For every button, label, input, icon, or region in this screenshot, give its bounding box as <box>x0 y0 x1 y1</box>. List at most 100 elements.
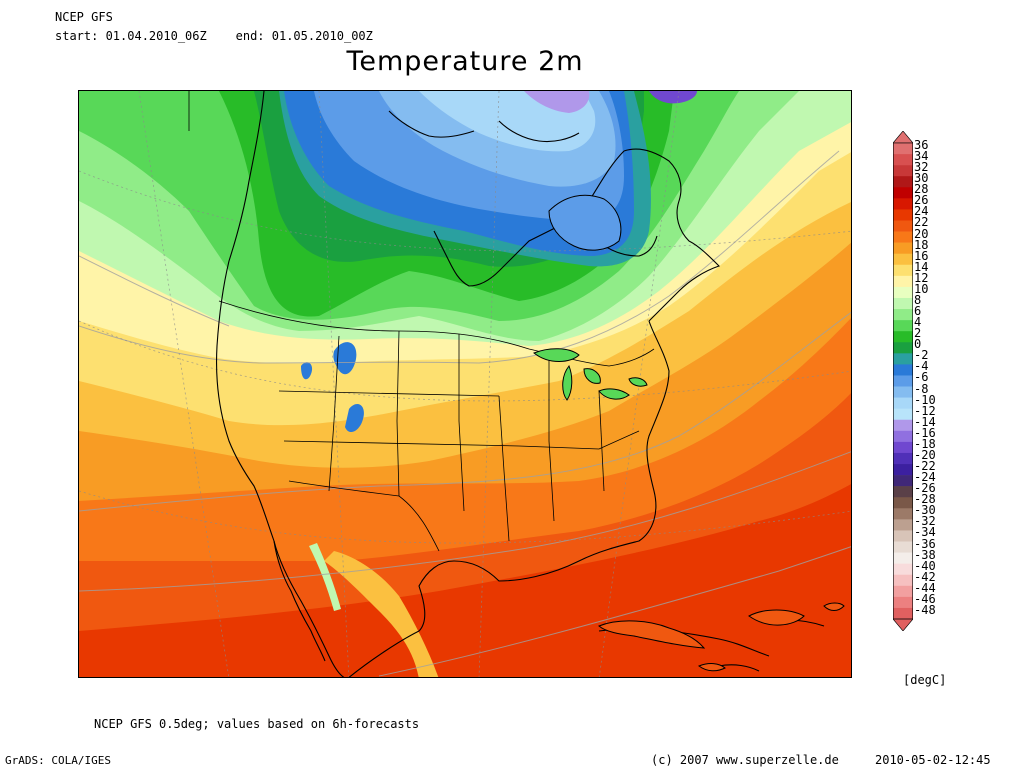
colorbar-tick-label: 22 <box>914 215 929 230</box>
colorbar-swatch <box>893 297 913 310</box>
colorbar-tick-label: 6 <box>914 304 922 319</box>
colorbar-tick-label: -24 <box>914 470 936 485</box>
colorbar-tick-label: -26 <box>914 481 936 496</box>
colorbar-tick-label: -38 <box>914 547 936 562</box>
colorbar-swatch <box>893 198 913 210</box>
colorbar-swatch <box>893 419 913 432</box>
colorbar-swatch <box>893 441 913 454</box>
timestamp-label: 2010-05-02-12:45 <box>875 753 991 767</box>
colorbar-top-arrow <box>892 130 914 144</box>
mexico-highlands <box>324 551 439 677</box>
colorbar-tick-label: -28 <box>914 492 936 507</box>
caribbean-islands <box>598 602 845 672</box>
rockies-cold-spots <box>301 342 364 433</box>
colorbar-tick-label: 18 <box>914 237 929 252</box>
colorbar-tick-label: 32 <box>914 160 929 175</box>
colorbar-swatch <box>893 165 913 177</box>
colorbar-swatch <box>893 286 913 299</box>
colorbar-swatch <box>893 486 913 498</box>
colorbar-swatch <box>893 253 913 266</box>
baja-cool-strip <box>309 543 341 611</box>
colorbar-tick-label: -30 <box>914 503 936 518</box>
colorbar-swatch <box>893 209 913 221</box>
colorbar-tick-label: -14 <box>914 414 936 429</box>
colorbar-swatch <box>893 375 913 387</box>
band-neg18 <box>649 91 697 104</box>
colorbar-swatch <box>893 143 913 155</box>
contour-lines <box>79 150 851 677</box>
colorbar-swatch <box>893 364 913 376</box>
colorbar-swatch <box>893 464 913 476</box>
colorbar-swatch <box>893 275 913 288</box>
colorbar-swatch <box>893 187 913 199</box>
colorbar-swatch <box>893 574 913 587</box>
temperature-colorbar <box>892 130 914 635</box>
colorbar-swatch <box>893 552 913 564</box>
units-label: [degC] <box>903 673 947 687</box>
map-title: Temperature 2m <box>346 46 584 77</box>
colorbar-tick-label: -48 <box>914 602 936 617</box>
colorbar-tick-label: 4 <box>914 315 922 330</box>
colorbar-tick-label: 0 <box>914 337 922 352</box>
grads-credit: GrADS: COLA/IGES <box>5 754 111 767</box>
colorbar-swatch <box>893 342 913 354</box>
colorbar-tick-label: -8 <box>914 381 929 396</box>
colorbar-bottom-arrow <box>892 618 914 632</box>
forecast-period: start: 01.04.2010_06Z end: 01.05.2010_00… <box>55 29 373 43</box>
colorbar-swatch <box>893 397 913 409</box>
colorbar-swatch <box>893 331 913 343</box>
colorbar-swatch <box>893 530 913 542</box>
colorbar-tick-label: 16 <box>914 248 929 263</box>
temperature-map <box>78 90 852 678</box>
colorbar-swatch <box>893 309 913 321</box>
colorbar-tick-label: 20 <box>914 226 929 241</box>
colorbar-swatch <box>893 452 913 465</box>
colorbar-tick-label: -18 <box>914 436 936 451</box>
colorbar-tick-label: -32 <box>914 514 936 529</box>
colorbar-swatch <box>893 519 913 531</box>
colorbar-swatch <box>893 242 913 254</box>
colorbar-tick-label: 30 <box>914 171 929 186</box>
colorbar-tick-label: -34 <box>914 525 936 540</box>
colorbar-swatch <box>893 386 913 398</box>
colorbar-tick-label: 14 <box>914 259 929 274</box>
colorbar-tick-label: 28 <box>914 182 929 197</box>
colorbar-tick-label: -20 <box>914 447 936 462</box>
colorbar-tick-label: 26 <box>914 193 929 208</box>
colorbar-tick-label: 10 <box>914 281 929 296</box>
colorbar-swatch <box>893 408 913 421</box>
colorbar-tick-label: -12 <box>914 403 936 418</box>
colorbar-swatch <box>893 154 913 166</box>
colorbar-tick-label: 34 <box>914 149 929 164</box>
colorbar-tick-label: -2 <box>914 348 929 363</box>
colorbar-tick-label: 12 <box>914 270 929 285</box>
colorbar-tick-label: -40 <box>914 558 936 573</box>
great-lakes <box>533 348 648 401</box>
colorbar-swatch <box>893 220 913 232</box>
colorbar-swatch <box>893 508 913 520</box>
colorbar-tick-label: -42 <box>914 569 936 584</box>
colorbar-tick-label: 24 <box>914 204 929 219</box>
colorbar-swatch <box>893 563 913 576</box>
colorbar-swatch <box>893 541 913 553</box>
colorbar-swatch <box>893 497 913 509</box>
colorbar-tick-label: -16 <box>914 425 936 440</box>
colorbar-swatch <box>893 320 913 332</box>
colorbar-swatch <box>893 176 913 188</box>
colorbar-swatch <box>893 264 913 277</box>
colorbar-tick-label: -4 <box>914 359 929 374</box>
colorbar-swatch <box>893 231 913 243</box>
hudson-bay <box>548 194 622 251</box>
model-source-label: NCEP GFS <box>55 10 113 24</box>
colorbar-swatch <box>893 475 913 487</box>
political-borders <box>188 91 655 552</box>
colorbar-tick-label: -6 <box>914 370 929 385</box>
colorbar-tick-label: -22 <box>914 459 936 474</box>
colorbar-swatch <box>893 353 913 365</box>
colorbar-tick-label: -44 <box>914 580 936 595</box>
colorbar-tick-label: -10 <box>914 392 936 407</box>
copyright-label: (c) 2007 www.superzelle.de <box>651 753 839 767</box>
colorbar-tick-label: 8 <box>914 292 922 307</box>
colorbar-swatch <box>893 607 913 620</box>
colorbar-swatch <box>893 585 913 598</box>
